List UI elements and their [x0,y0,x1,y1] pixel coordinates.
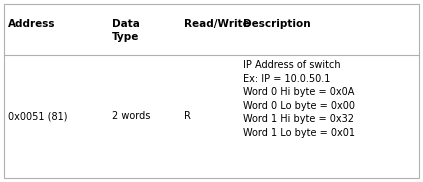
Text: 2 words: 2 words [112,112,151,121]
Text: Address: Address [8,19,55,29]
Text: Data
Type: Data Type [112,19,140,41]
Text: IP Address of switch
Ex: IP = 10.0.50.1
Word 0 Hi byte = 0x0A
Word 0 Lo byte = 0: IP Address of switch Ex: IP = 10.0.50.1 … [243,60,355,138]
Text: Description: Description [243,19,311,29]
Text: 0x0051 (81): 0x0051 (81) [8,112,67,121]
Text: Read/Write: Read/Write [184,19,250,29]
Text: R: R [184,112,191,121]
